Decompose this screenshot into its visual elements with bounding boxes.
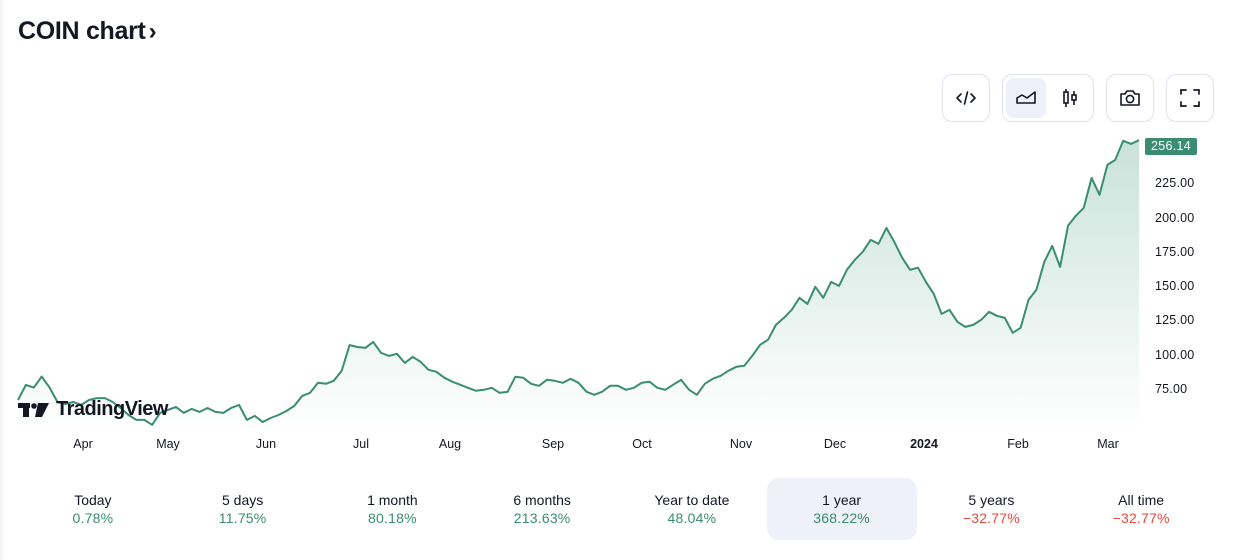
fullscreen-button[interactable] bbox=[1166, 74, 1214, 122]
y-axis-tick-label: 150.00 bbox=[1155, 279, 1195, 293]
x-axis-tick-label: Oct bbox=[632, 437, 652, 451]
period-label: 1 year bbox=[822, 492, 862, 508]
period-label: 5 years bbox=[968, 492, 1015, 508]
period-tab[interactable]: 1 month 80.18% bbox=[318, 478, 468, 540]
x-axis-tick-label: May bbox=[156, 437, 180, 451]
x-axis-tick-label: Jul bbox=[353, 437, 369, 451]
area-chart-icon bbox=[1016, 91, 1036, 104]
tradingview-logo[interactable]: TradingView bbox=[18, 398, 168, 421]
x-axis-tick-label: Sep bbox=[541, 437, 565, 451]
period-performance-tabs: Today 0.78% 5 days 11.75% 1 month 80.18% 6 mon… bbox=[18, 478, 1216, 540]
period-tab[interactable]: 6 months 213.63% bbox=[467, 478, 617, 540]
period-label: 1 month bbox=[367, 492, 418, 508]
chevron-right-icon: › bbox=[148, 17, 157, 45]
x-axis-tick-label: Feb bbox=[1007, 437, 1029, 451]
x-axis-tick-label: Mar bbox=[1097, 437, 1119, 451]
y-axis-tick-label: 225.00 bbox=[1155, 176, 1195, 190]
period-tab[interactable]: All time −32.77% bbox=[1066, 478, 1216, 540]
candles-chart-button[interactable] bbox=[1050, 78, 1090, 118]
period-change-value: 80.18% bbox=[368, 510, 417, 526]
chart-toolbar bbox=[942, 74, 1214, 122]
camera-icon bbox=[1120, 90, 1140, 106]
chart-title: COIN chart bbox=[18, 17, 146, 45]
period-change-value: 48.04% bbox=[667, 510, 717, 526]
x-axis-tick-label: Nov bbox=[729, 437, 753, 451]
period-change-value: 368.22% bbox=[813, 510, 870, 526]
fullscreen-icon bbox=[1180, 89, 1200, 107]
period-change-value: 11.75% bbox=[218, 510, 267, 526]
price-area-chart[interactable] bbox=[0, 0, 1234, 470]
x-axis-tick-label: Apr bbox=[73, 437, 93, 451]
embed-code-button[interactable] bbox=[942, 74, 990, 122]
candlestick-icon bbox=[1063, 89, 1077, 107]
period-change-value: 0.78% bbox=[72, 510, 114, 526]
period-label: 6 months bbox=[513, 492, 571, 508]
chart-title-link[interactable]: COIN chart › bbox=[18, 17, 157, 46]
x-axis-tick-label: Dec bbox=[823, 437, 847, 451]
y-axis-tick-label: 75.00 bbox=[1155, 382, 1188, 396]
tradingview-logo-icon bbox=[18, 402, 49, 417]
y-axis-tick-label: 200.00 bbox=[1155, 211, 1195, 225]
snapshot-button[interactable] bbox=[1106, 74, 1154, 122]
period-label: All time bbox=[1118, 492, 1165, 508]
period-tab[interactable]: Today 0.78% bbox=[18, 478, 168, 540]
period-change-value: 213.63% bbox=[513, 510, 571, 526]
period-label: 5 days bbox=[222, 492, 264, 508]
period-change-value: −32.77% bbox=[962, 510, 1020, 526]
period-tab[interactable]: Year to date 48.04% bbox=[617, 478, 767, 540]
price-area-fill bbox=[18, 140, 1139, 432]
period-tab[interactable]: 1 year 368.22% bbox=[766, 478, 917, 540]
left-edge-shade bbox=[0, 0, 6, 560]
period-label: Year to date bbox=[654, 492, 730, 508]
x-axis-tick-label: 2024 bbox=[910, 437, 938, 451]
y-axis-tick-label: 100.00 bbox=[1155, 348, 1195, 362]
chart-style-group bbox=[1002, 74, 1094, 122]
x-axis-tick-label: Aug bbox=[438, 437, 462, 451]
code-icon bbox=[956, 91, 976, 105]
y-axis-tick-label: 175.00 bbox=[1155, 245, 1195, 259]
period-change-value: −32.77% bbox=[1112, 510, 1170, 526]
tradingview-logo-text: TradingView bbox=[56, 398, 168, 420]
x-axis-tick-label: Jun bbox=[255, 437, 277, 451]
price-line bbox=[17, 139, 1140, 426]
period-label: Today bbox=[74, 492, 112, 508]
y-axis-tick-label: 125.00 bbox=[1155, 313, 1195, 327]
last-price-label: 256.14 bbox=[1145, 138, 1198, 155]
area-chart-button[interactable] bbox=[1006, 78, 1046, 118]
period-tab[interactable]: 5 days 11.75% bbox=[168, 478, 318, 540]
period-tab[interactable]: 5 years −32.77% bbox=[917, 478, 1067, 540]
